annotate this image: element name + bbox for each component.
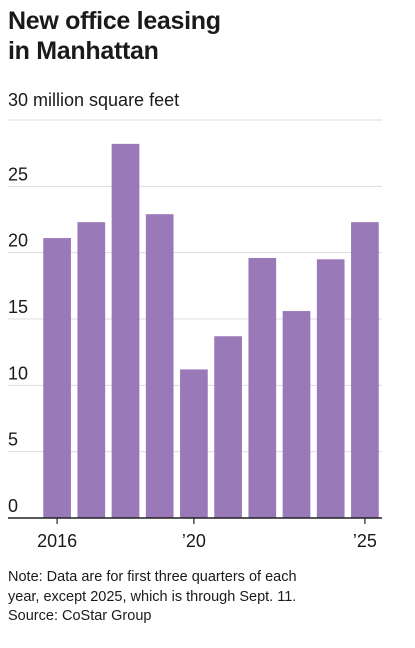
note-line1: Note: Data are for first three quarters … xyxy=(8,569,297,585)
note-line2: year, except 2025, which is through Sept… xyxy=(8,588,297,605)
chart-title: New office leasing in Manhattan xyxy=(8,6,408,66)
bar-2020 xyxy=(180,369,208,518)
footnote: Note: Data are for first three quarters … xyxy=(8,568,408,627)
bar-2019 xyxy=(145,214,174,518)
y-tick-label-10: 10 xyxy=(8,363,28,383)
x-tick-label-0: 2016 xyxy=(37,531,77,551)
y-tick-label-5: 5 xyxy=(8,430,18,450)
bar-2017 xyxy=(77,222,106,519)
bar-2023 xyxy=(282,311,311,518)
chart-title-line2: in Manhattan xyxy=(8,37,159,65)
bar-layer xyxy=(8,143,382,519)
source-line: Source: CoStar Group xyxy=(8,608,152,624)
chart-title-line1: New office leasing xyxy=(8,7,221,35)
bar-2021 xyxy=(214,336,242,518)
bar-2018 xyxy=(111,143,140,518)
y-tick-label-0: 0 xyxy=(8,496,18,516)
x-tick-label-9: ’25 xyxy=(353,531,377,551)
x-tick-label-4: ’20 xyxy=(182,531,206,551)
unit-label: 30 million square feet xyxy=(8,90,180,110)
y-tick-labels: 0 5 10 15 20 25 xyxy=(8,164,28,516)
x-tick-labels: 2016 ’20 ’25 xyxy=(37,518,377,551)
bar-2025 xyxy=(351,222,379,519)
bar-2022 xyxy=(248,257,277,518)
bar-2016 xyxy=(43,238,71,518)
y-tick-label-15: 15 xyxy=(8,297,28,317)
y-tick-label-25: 25 xyxy=(8,164,28,184)
bar-2024 xyxy=(316,259,345,518)
y-tick-label-20: 20 xyxy=(8,231,28,251)
